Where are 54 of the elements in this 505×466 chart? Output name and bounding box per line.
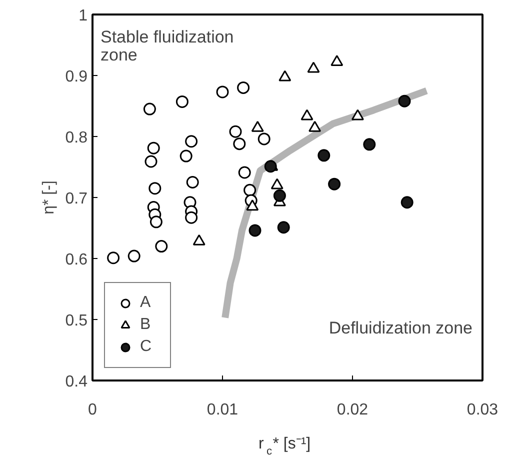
point <box>258 132 270 146</box>
legend-label: B <box>140 316 152 334</box>
point <box>248 224 262 237</box>
point <box>176 95 188 108</box>
x-tick-label: 0.01 <box>206 402 238 418</box>
y-tick-label: 0.7 <box>65 190 88 208</box>
y-tick-label: 1 <box>78 8 88 24</box>
point <box>143 102 156 116</box>
point <box>246 200 259 211</box>
legend-label: A <box>140 294 152 312</box>
point <box>400 196 414 209</box>
legend-label: C <box>140 338 153 356</box>
y-tick-label: 0.4 <box>65 374 88 390</box>
annotation: Defluidization zone <box>328 318 473 338</box>
y-axis-title: η* [-] <box>40 180 58 214</box>
point <box>244 184 256 196</box>
point <box>300 109 314 120</box>
point <box>251 120 264 132</box>
y-tick-label: 0.8 <box>65 130 88 146</box>
point <box>270 178 284 190</box>
point <box>318 149 330 162</box>
point <box>150 216 162 228</box>
point <box>328 178 341 190</box>
point <box>180 150 192 162</box>
point <box>185 135 198 148</box>
point <box>186 176 199 188</box>
point <box>237 81 250 94</box>
point <box>107 252 120 264</box>
point <box>351 109 364 120</box>
point <box>229 125 242 138</box>
point <box>307 62 320 73</box>
x-tick-label: 0 <box>88 402 98 418</box>
point <box>273 189 286 202</box>
point <box>155 240 168 253</box>
point <box>330 54 344 66</box>
point <box>308 120 322 132</box>
x-tick-label: 0.03 <box>466 402 498 418</box>
y-tick-label: 0.6 <box>65 252 88 268</box>
point <box>277 221 290 234</box>
x-tick-label: 0.02 <box>336 402 368 418</box>
point <box>147 142 160 154</box>
point <box>233 138 246 150</box>
point <box>398 94 411 108</box>
point <box>144 155 158 168</box>
point <box>278 70 292 82</box>
point <box>238 166 251 179</box>
point <box>128 250 140 262</box>
point <box>185 211 198 224</box>
point <box>148 182 162 195</box>
annotation: Stable fluidization zone <box>100 28 234 64</box>
point <box>363 138 376 151</box>
y-tick-label: 0.5 <box>65 312 88 330</box>
y-tick-label: 0.9 <box>65 68 88 86</box>
point <box>216 86 229 98</box>
